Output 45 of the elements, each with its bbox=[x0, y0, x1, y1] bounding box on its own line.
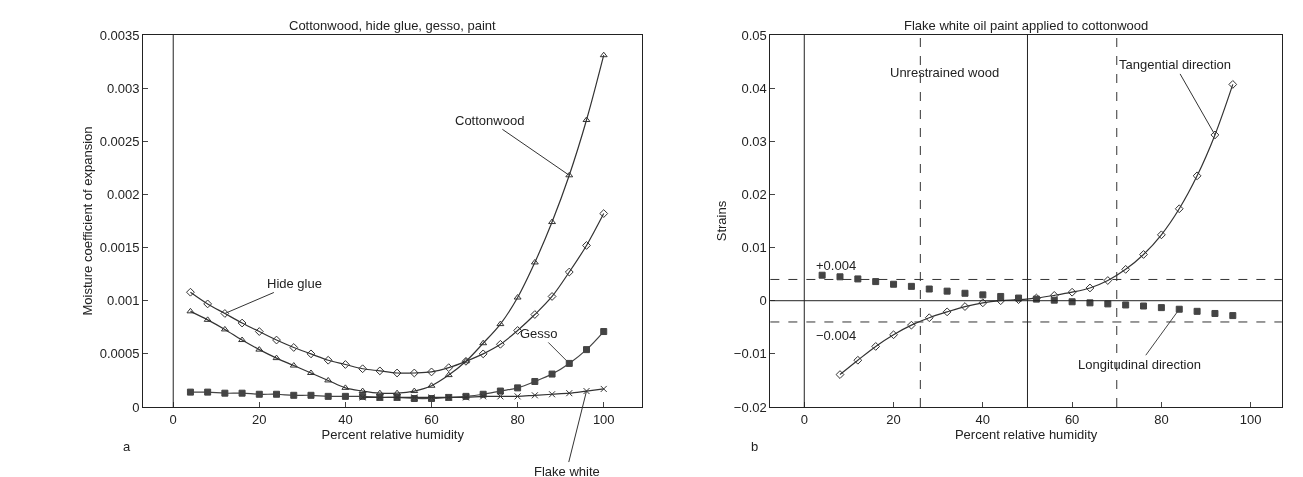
x-tick-label: 100 bbox=[592, 411, 615, 427]
x-tick-label: 80 bbox=[1154, 411, 1169, 427]
x-tick-label: 0 bbox=[800, 411, 808, 427]
y-tick-label: 0.0035 bbox=[99, 27, 140, 43]
x-tick-label: 60 bbox=[424, 411, 439, 427]
ref-line-label: −0.004 bbox=[816, 328, 857, 343]
x-tick-label: 20 bbox=[886, 411, 901, 427]
series-label: Tangential direction bbox=[1119, 57, 1232, 72]
text: Flake white bbox=[534, 464, 600, 477]
y-tick-label: 0 bbox=[759, 293, 767, 309]
text: b bbox=[751, 439, 759, 454]
y-tick-label: 0 bbox=[132, 399, 140, 415]
y-tick-label: 0.05 bbox=[741, 27, 767, 43]
y-tick-label: 0.001 bbox=[106, 293, 140, 309]
x-tick-label: 80 bbox=[510, 411, 525, 427]
text: a bbox=[123, 439, 131, 454]
chart-title: Cottonwood, hide glue, gesso, paint bbox=[289, 18, 497, 33]
x-axis-title: Percent relative humidity bbox=[954, 427, 1098, 443]
x-tick-label: 0 bbox=[169, 411, 177, 427]
y-tick-label: 0.01 bbox=[741, 240, 767, 256]
y-axis-title: Strains bbox=[713, 200, 729, 242]
x-axis-title: Percent relative humidity bbox=[321, 427, 465, 443]
x-tick-label: 60 bbox=[1064, 411, 1080, 427]
text: Cottonwood bbox=[455, 113, 525, 128]
text: Hide glue bbox=[267, 276, 322, 291]
y-tick-label: 0.04 bbox=[741, 80, 767, 96]
ref-line-label: +0.004 bbox=[816, 258, 857, 273]
y-tick-label: 0.0005 bbox=[99, 346, 140, 362]
series-label: Gesso bbox=[520, 326, 558, 341]
x-tick-label: 100 bbox=[1239, 411, 1262, 427]
annotation: Unrestrained wood bbox=[890, 65, 1000, 80]
text: Longitudinal direction bbox=[1078, 357, 1201, 372]
x-tick-label: 20 bbox=[252, 411, 267, 427]
y-axis-title: Moisture coefficient of expansion bbox=[79, 126, 95, 316]
y-tick-label: −0.01 bbox=[733, 346, 767, 362]
y-tick-label: 0.002 bbox=[106, 186, 140, 202]
x-tick-label: 40 bbox=[338, 411, 353, 427]
x-tick-label: 40 bbox=[975, 411, 991, 427]
y-tick-label: 0.0015 bbox=[99, 240, 140, 256]
y-tick-label: 0.0025 bbox=[99, 133, 140, 149]
y-tick-label: 0.03 bbox=[741, 133, 767, 149]
y-tick-label: −0.02 bbox=[733, 399, 767, 415]
chart-title: Flake white oil paint applied to cottonwood bbox=[904, 18, 1149, 33]
y-tick-label: 0.02 bbox=[741, 186, 767, 202]
y-tick-label: 0.003 bbox=[106, 80, 140, 96]
